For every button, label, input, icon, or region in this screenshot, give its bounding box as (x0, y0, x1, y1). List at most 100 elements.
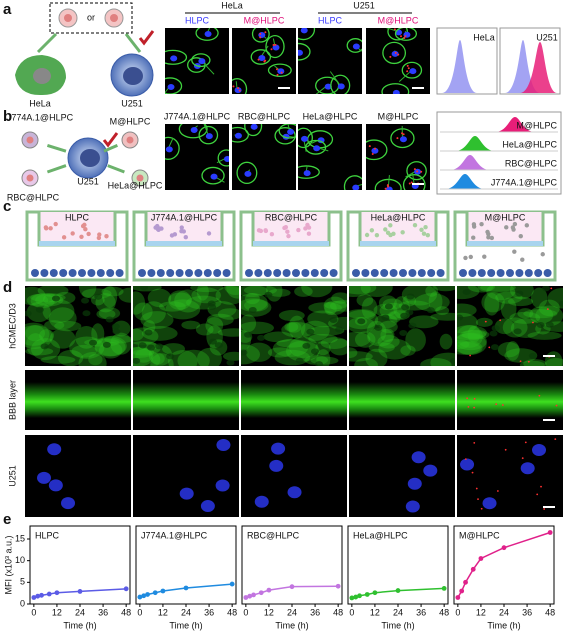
particle (538, 395, 540, 397)
x-axis-title: Time (h) (169, 620, 202, 630)
cell (420, 358, 451, 372)
particle (556, 405, 558, 407)
diagram-label: J774A.1@HLPC (7, 112, 74, 122)
data-point (124, 586, 129, 591)
particle (259, 229, 263, 233)
image-label: J774A.1@HLPC (164, 111, 231, 121)
cell (279, 310, 305, 321)
nucleus-dark (450, 358, 458, 364)
particle (408, 67, 410, 69)
u251-cell (459, 269, 467, 277)
nucleus-dark (139, 342, 147, 348)
layer (133, 382, 239, 418)
data-point (290, 584, 295, 589)
particle (259, 36, 261, 38)
micrograph (286, 19, 363, 96)
nucleus-dark (306, 329, 314, 335)
image-label: HLPC (185, 15, 210, 25)
particle (270, 232, 274, 236)
or-text: or (87, 12, 95, 22)
cell (50, 329, 76, 349)
u251-cell (194, 269, 202, 277)
micrograph (457, 435, 563, 517)
micrograph (158, 120, 235, 190)
particle (414, 168, 416, 170)
x-axis-title: Time (h) (63, 620, 96, 630)
nucleus-dark (400, 313, 408, 319)
x-axis-title: Time (h) (275, 620, 308, 630)
particle (419, 228, 423, 232)
x-tick-label: 48 (439, 607, 449, 617)
nucleus (301, 136, 308, 142)
nucleus (271, 443, 285, 455)
cell-label: U251 (121, 98, 143, 108)
nucleus (61, 497, 75, 509)
cell (286, 322, 301, 333)
panel-label: a (3, 1, 12, 18)
nucleus-dark (385, 304, 393, 310)
cell (197, 348, 222, 369)
particle (264, 31, 266, 33)
particle (541, 252, 545, 256)
x-tick-label: 24 (287, 607, 297, 617)
particle (519, 234, 523, 238)
x-tick-label: 12 (264, 607, 274, 617)
transwell-label: HeLa@HLPC (371, 212, 426, 222)
u251-cell (301, 269, 309, 277)
u251-nucleus (80, 149, 100, 167)
hela-nucleus (33, 68, 51, 84)
particle (396, 94, 398, 96)
cell (440, 334, 453, 350)
nucleus (386, 187, 393, 193)
nucleus-dark (296, 358, 304, 364)
particle (184, 235, 188, 239)
nucleus (393, 90, 400, 96)
nucleus-dark (41, 343, 49, 349)
nucleus-dark (264, 292, 272, 298)
nucleus-dark (215, 342, 223, 348)
image-bg (366, 124, 430, 190)
u251-cell (311, 269, 319, 277)
particle (485, 230, 489, 234)
transwell-label: HLPC (65, 212, 90, 222)
data-point (455, 595, 460, 600)
u251-cell (534, 269, 542, 277)
data-point (502, 545, 507, 550)
y-tick-label: 15 (15, 533, 25, 543)
check (140, 31, 153, 43)
particle (156, 228, 160, 232)
particle (505, 449, 507, 451)
coated-core (27, 137, 34, 144)
nucleus (301, 27, 308, 33)
nucleus (251, 124, 258, 130)
particle (180, 225, 184, 229)
micrograph (25, 370, 131, 430)
particle (490, 236, 494, 240)
filopodia (303, 19, 313, 30)
nucleus (521, 462, 535, 474)
nucleus (224, 156, 231, 162)
nucleus (304, 170, 311, 176)
x-tick-label: 0 (455, 607, 460, 617)
cell (481, 292, 504, 312)
particle (528, 361, 530, 363)
u251-cell (185, 269, 193, 277)
particle (276, 74, 278, 76)
particle (232, 85, 234, 87)
particle (532, 322, 534, 324)
u251-cell (515, 269, 523, 277)
u251-cell (69, 269, 77, 277)
particle (416, 170, 418, 172)
u251-cell (408, 269, 416, 277)
particle (536, 493, 538, 495)
cell (263, 332, 293, 343)
u251-cell (418, 269, 426, 277)
u251-cell (166, 269, 174, 277)
transwell-label: M@HLPC (485, 212, 526, 222)
u251-cell (204, 269, 212, 277)
cell (380, 328, 394, 342)
particle (386, 231, 390, 235)
particle (502, 404, 504, 406)
nucleus-dark (302, 343, 310, 349)
particle (499, 319, 501, 321)
